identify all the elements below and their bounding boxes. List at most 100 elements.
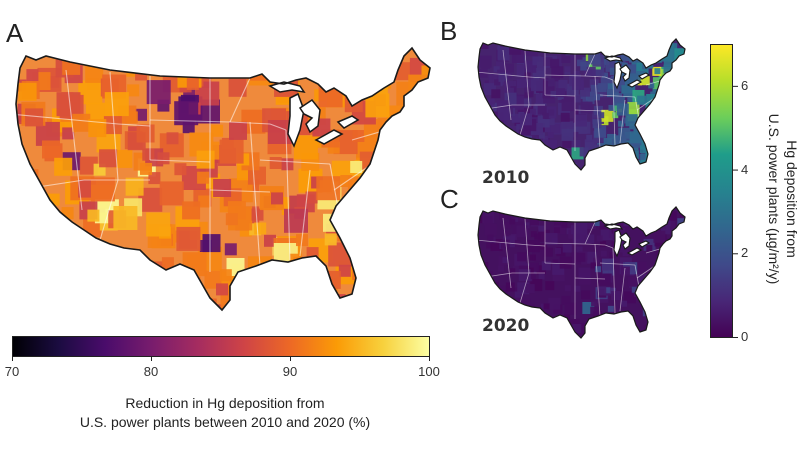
grid-cell xyxy=(640,164,650,170)
state-border xyxy=(594,243,601,317)
grid-cell xyxy=(683,164,685,170)
grid-cell xyxy=(497,108,510,121)
grid-cell xyxy=(113,206,138,230)
state-border xyxy=(544,74,586,77)
grid-cell xyxy=(211,124,224,137)
grid-cell xyxy=(642,124,649,131)
grid-cell xyxy=(588,52,601,65)
grid-cell xyxy=(627,277,637,286)
grid-cell xyxy=(485,292,492,299)
grid-cell xyxy=(581,87,591,97)
lake xyxy=(638,72,651,80)
grid-cell xyxy=(317,274,330,287)
grid-cell xyxy=(670,159,680,169)
grid-cell xyxy=(495,151,508,164)
grid-cell xyxy=(505,282,515,292)
grid-cell xyxy=(554,227,561,234)
grid-cell xyxy=(424,201,430,214)
grid-cell xyxy=(251,208,264,221)
grid-cell xyxy=(198,195,211,208)
grid-cell xyxy=(489,131,502,144)
state-border xyxy=(524,50,530,106)
grid-cell xyxy=(559,256,572,269)
grid-cell xyxy=(660,117,673,130)
grid-cell xyxy=(504,141,517,154)
grid-cell xyxy=(667,156,680,169)
grid-cell xyxy=(590,262,597,269)
grid-cell xyxy=(418,238,430,251)
grid-cell xyxy=(478,130,489,143)
grid-cell xyxy=(649,167,656,170)
deposition-2010-map xyxy=(477,38,686,171)
grid-cell xyxy=(478,289,491,301)
grid-cell xyxy=(683,326,685,333)
grid-cell xyxy=(679,302,685,309)
grid-cell xyxy=(16,182,32,201)
grid-cell xyxy=(176,226,201,251)
grid-cell xyxy=(663,57,673,67)
grid-cell xyxy=(413,265,430,289)
grid-cell xyxy=(599,220,609,230)
grid-cell xyxy=(79,245,104,269)
grid-cell xyxy=(645,102,658,115)
grid-cell xyxy=(655,102,662,109)
grid-cell xyxy=(591,211,598,218)
grid-cell xyxy=(219,57,238,76)
grid-cell xyxy=(196,53,215,72)
grid-cell xyxy=(679,245,685,258)
grid-cell xyxy=(423,257,430,282)
state-border xyxy=(612,79,616,146)
grid-cell xyxy=(398,149,417,168)
grid-cell xyxy=(613,326,623,336)
grid-cell xyxy=(487,234,494,241)
grid-cell xyxy=(539,209,546,216)
grid-cell xyxy=(667,72,674,79)
year-label-2020: 2020 xyxy=(482,316,530,336)
grid-cell xyxy=(523,152,536,165)
grid-cell xyxy=(559,327,566,334)
reduction-tick-label: 70 xyxy=(4,364,20,379)
grid-cell xyxy=(681,151,685,164)
grid-cell xyxy=(254,290,267,303)
grid-cell xyxy=(652,49,662,59)
grid-cell xyxy=(675,333,682,338)
grid-cell xyxy=(684,99,685,112)
grid-cell xyxy=(293,135,318,160)
grid-cell xyxy=(516,123,523,130)
grid-cell xyxy=(186,77,199,90)
grid-cell xyxy=(538,273,545,280)
grid-cell xyxy=(16,297,41,310)
grid-cell xyxy=(549,161,562,170)
grid-cell xyxy=(586,134,593,141)
grid-cell xyxy=(382,282,395,295)
grid-cell xyxy=(615,43,625,53)
grid-cell xyxy=(505,222,512,229)
grid-cell xyxy=(224,243,237,256)
grid-cell xyxy=(156,295,181,310)
grid-cell xyxy=(540,327,550,336)
grid-cell xyxy=(91,298,110,310)
grid-cell xyxy=(613,320,620,327)
grid-cell xyxy=(564,302,577,315)
deposition-colorbar xyxy=(710,44,738,338)
grid-cell xyxy=(485,122,495,132)
grid-cell xyxy=(394,254,419,279)
grid-cell xyxy=(502,257,509,264)
lake xyxy=(619,232,631,250)
grid-cell xyxy=(665,100,677,113)
grid-cell xyxy=(608,162,615,169)
grid-cell xyxy=(16,285,26,298)
grid-cell xyxy=(486,242,493,249)
grid-cell xyxy=(609,66,619,76)
grid-cell xyxy=(594,217,604,227)
grid-cell xyxy=(561,54,571,63)
reduction-colorbar-tickmarks xyxy=(12,356,430,361)
grid-cell xyxy=(654,261,667,274)
grid-cell xyxy=(650,296,660,306)
grid-cell xyxy=(667,315,677,325)
grid-cell xyxy=(498,72,508,82)
grid-cell xyxy=(601,72,608,79)
grid-cell xyxy=(550,207,557,214)
state-border xyxy=(519,104,530,136)
grid-cell xyxy=(679,312,685,322)
